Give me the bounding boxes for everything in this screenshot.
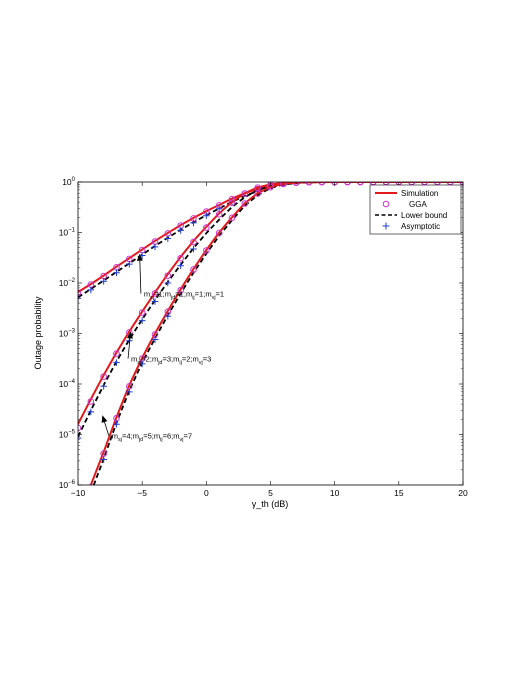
- asymptotic-point-1-1: [87, 286, 95, 294]
- annotation-arrowhead-3: [101, 415, 108, 423]
- gga-point-3-21: [357, 182, 364, 186]
- annotation-arrow-1: [139, 260, 142, 294]
- asymptotic-point-1-4: [126, 260, 133, 268]
- asymptotic-point-1-6: [151, 243, 159, 251]
- legend-label-asymptotic: Asymptotic: [401, 222, 440, 231]
- y-tick-label-6: 10−6: [59, 480, 76, 490]
- gga-point-2-10: [203, 224, 210, 231]
- asymptotic-point-2-8: [177, 262, 184, 270]
- gga-point-2-2: [100, 373, 107, 380]
- gga-point-2-12: [228, 199, 236, 206]
- asymptotic-point-1-9: [190, 219, 197, 227]
- gga-point-3-13: [254, 190, 261, 197]
- asymptotic-point-2-3: [113, 359, 120, 366]
- x-tick-label-3: 5: [268, 488, 273, 498]
- gga-point-3-16: [292, 182, 300, 186]
- asymptotic-point-2-5: [138, 317, 146, 324]
- annotation-layer: msj=1;mjd=1;mij=1;mvj=1 msj=2;mjd=3;mij=2…: [101, 253, 224, 444]
- asymptotic-point-1-2: [100, 278, 107, 285]
- y-tick-label-0: 100: [62, 177, 75, 187]
- asymptotic-point-2-1: [87, 408, 95, 416]
- y-tick-label-2: 10−2: [59, 278, 76, 288]
- gga-point-2-11: [215, 210, 223, 218]
- asymptotic-point-3-4: [138, 360, 146, 368]
- asymptotic-point-3-5: [151, 336, 159, 343]
- ticks-layer: −10 −5 0 5 10 15 20 100 10−1 10−2 10−3 10−4 10−5 10−6: [59, 177, 468, 498]
- asymptotic-point-1-10: [203, 212, 210, 220]
- legend-sample-gga: [382, 200, 390, 208]
- asymptotic-point-3-6: [164, 312, 172, 320]
- gga-point-3-7: [177, 286, 184, 294]
- asymptotic-point-3-1: [100, 456, 107, 463]
- annotation-arrow-3: [104, 421, 110, 436]
- gga-point-3-11: [228, 214, 236, 222]
- y-tick-label-5: 10−5: [59, 430, 76, 440]
- gga-point-2-9: [190, 238, 197, 246]
- lower-bound-line-3: [92, 182, 463, 485]
- gga-point-2-13: [241, 190, 249, 197]
- asymptotic-point-2-6: [151, 298, 159, 305]
- gga-point-2-7: [164, 272, 172, 279]
- asymptotic-point-1-8: [177, 227, 184, 234]
- annotation-arrowhead-2: [126, 331, 133, 339]
- gga-point-2-1: [87, 398, 95, 405]
- asymptotic-point-3-2: [113, 420, 120, 428]
- gga-point-3-12: [241, 200, 249, 207]
- annotation-label-3: msj=4;mjd=5;mij=6;mvj=7: [112, 432, 192, 444]
- asymptotic-point-3-0: [88, 490, 95, 497]
- gga-point-3-8: [190, 266, 197, 273]
- y-axis-label: Outage probability: [33, 296, 43, 370]
- x-tick-label-2: 0: [204, 488, 209, 498]
- x-tick-label-5: 15: [394, 488, 404, 498]
- legend-label-simulation: Simulation: [401, 189, 438, 198]
- asymptotic-point-1-3: [113, 269, 120, 276]
- y-tick-label-4: 10−4: [59, 379, 76, 389]
- legend: Simulation GGA Lower bound Asymptotic: [369, 184, 462, 235]
- gga-point-3-15: [280, 182, 287, 188]
- gga-point-2-3: [113, 350, 120, 357]
- asymptotic-point-2-0: [78, 434, 82, 442]
- gga-point-1-0: [78, 289, 82, 297]
- gga-point-2-5: [138, 309, 146, 316]
- gga-point-2-0: [78, 424, 82, 432]
- asymptotic-point-2-2: [100, 383, 107, 390]
- legend-sample-asymptotic: [382, 222, 390, 230]
- x-axis-label: γ_th (dB): [252, 499, 289, 509]
- gga-point-3-20: [344, 182, 351, 186]
- annotation-arrowhead-1: [136, 253, 143, 261]
- x-tick-label-6: 20: [458, 488, 468, 498]
- x-tick-label-1: −5: [137, 488, 147, 498]
- gga-point-3-0: [88, 484, 94, 485]
- y-tick-label-3: 10−3: [59, 329, 76, 339]
- gga-point-3-10: [215, 229, 223, 237]
- legend-label-gga: GGA: [409, 200, 427, 209]
- x-tick-label-4: 10: [330, 488, 340, 498]
- legend-label-lower-bound: Lower bound: [401, 211, 447, 220]
- gga-point-3-9: [203, 247, 210, 254]
- gga-point-2-8: [177, 254, 184, 262]
- x-tick-label-0: −10: [71, 488, 86, 498]
- plot-area: −10 −5 0 5 10 15 20 100 10−1 10−2 10−3 10−4 10−5 10−6…: [59, 177, 468, 498]
- y-tick-label-1: 10−1: [59, 228, 76, 238]
- asymptotic-point-3-3: [126, 388, 133, 396]
- asymptotic-point-2-7: [164, 279, 172, 287]
- simulation-line-3: [89, 182, 463, 485]
- annotation-label-1: msj=1;mjd=1;mij=1;mvj=1: [144, 289, 224, 301]
- asymptotic-point-1-7: [164, 235, 172, 242]
- annotation-arrow-2: [127, 338, 131, 359]
- gga-point-2-6: [151, 290, 159, 297]
- annotation-label-2: msj=2;mjd=3;mij=2;mvj=3: [131, 354, 211, 366]
- asymptotic-point-2-9: [190, 245, 197, 253]
